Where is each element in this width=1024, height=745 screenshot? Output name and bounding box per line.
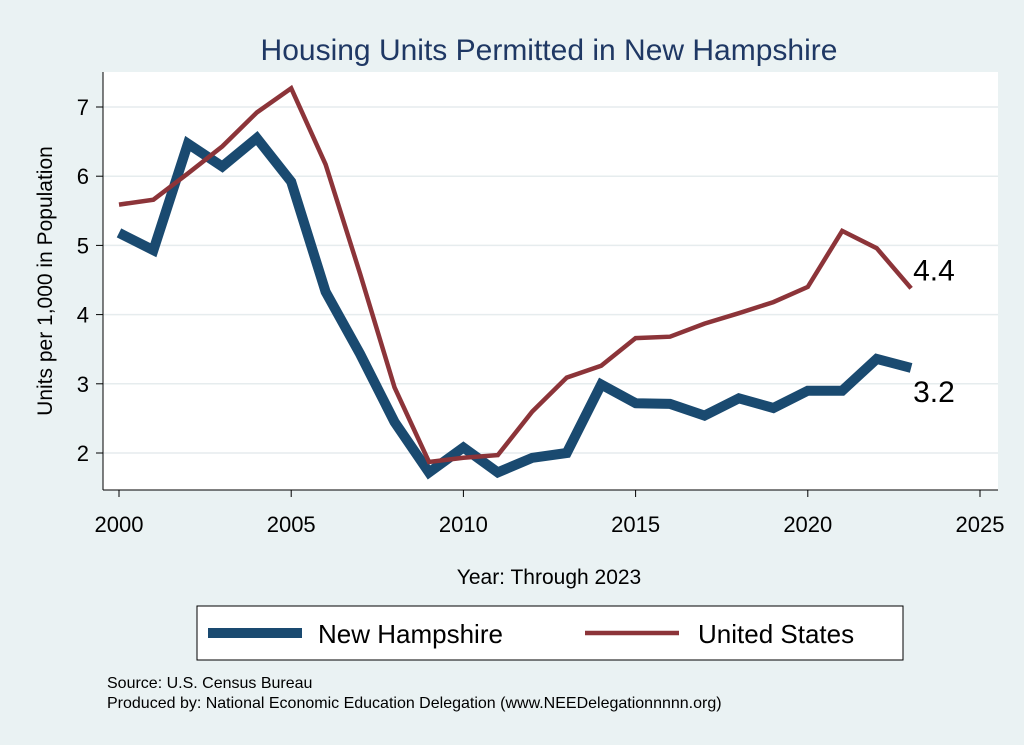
- x-tick-label-2005: 2005: [267, 512, 316, 537]
- series-group: [116, 84, 913, 480]
- y-tick-label-2: 2: [77, 441, 89, 466]
- series-line-united-states: [118, 84, 913, 465]
- chart-title: Housing Units Permitted in New Hampshire: [261, 34, 838, 67]
- y-tick-label-6: 6: [77, 164, 89, 189]
- legend: New Hampshire United States: [196, 605, 904, 661]
- legend-label-new-hampshire: New Hampshire: [318, 619, 503, 649]
- produced-by-note: Produced by: National Economic Education…: [107, 695, 722, 712]
- y-tick-label-5: 5: [77, 233, 89, 258]
- end-label-new-hampshire: 3.2: [913, 376, 955, 409]
- x-axis-title: Year: Through 2023: [457, 566, 642, 589]
- x-tick-label-2025: 2025: [956, 512, 1005, 537]
- end-label-united-states: 4.4: [913, 254, 955, 287]
- legend-label-united-states: United States: [698, 619, 854, 649]
- y-tick-label-3: 3: [77, 372, 89, 397]
- x-tick-label-2000: 2000: [95, 512, 144, 537]
- series-line-new-hampshire: [116, 130, 913, 480]
- source-note: Source: U.S. Census Bureau: [107, 675, 312, 692]
- x-tick-label-2010: 2010: [439, 512, 488, 537]
- x-tick-label-2015: 2015: [611, 512, 660, 537]
- end-labels: 4.4 3.2: [913, 254, 955, 409]
- y-tick-label-7: 7: [77, 95, 89, 120]
- y-axis-title: Units per 1,000 in Population: [34, 146, 57, 416]
- axes: 2 3 4 5 6 7 2000 2005 2010 2015 2020 2025: [77, 72, 1005, 537]
- gridlines: [103, 106, 998, 454]
- y-tick-label-4: 4: [77, 303, 89, 328]
- x-tick-label-2020: 2020: [783, 512, 832, 537]
- legend-box: [196, 605, 904, 661]
